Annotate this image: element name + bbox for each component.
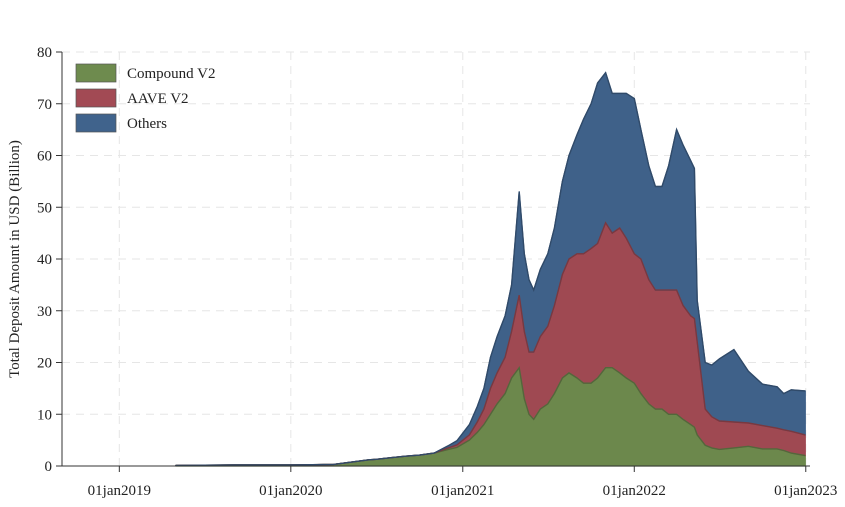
legend: Compound V2 AAVE V2 Others [75, 63, 215, 133]
legend-label: Compound V2 [127, 66, 215, 82]
area-outline [175, 71, 806, 467]
y-tick-label: 30 [37, 304, 52, 320]
legend-label: AAVE V2 [127, 91, 189, 107]
y-axis-title: Total Deposit Amount in USD (Billion) [7, 140, 23, 378]
x-tick-label: 01jan2021 [431, 483, 494, 499]
x-tick-label: 01jan2022 [603, 483, 666, 499]
y-tick-label: 70 [37, 97, 52, 113]
y-tick-label: 0 [45, 459, 53, 475]
y-tick-label: 20 [37, 356, 52, 372]
area-series-group [175, 71, 806, 467]
x-tick-label: 01jan2020 [259, 483, 322, 499]
legend-item: Others [75, 113, 167, 133]
legend-item: Compound V2 [75, 63, 215, 83]
legend-item: AAVE V2 [75, 88, 189, 108]
x-tick-label: 01jan2023 [774, 483, 837, 499]
axes: 0 10 20 30 40 50 60 70 80 01jan2019 01jan2020 01jan… [37, 45, 837, 499]
legend-swatch [75, 113, 117, 133]
legend-label: Others [127, 116, 167, 132]
y-tick-label: 60 [37, 149, 52, 165]
y-tick-label: 80 [37, 45, 52, 61]
legend-swatch [75, 88, 117, 108]
y-tick-label: 40 [37, 252, 52, 268]
y-tick-label: 10 [37, 407, 52, 423]
x-tick-label: 01jan2019 [88, 483, 151, 499]
legend-swatch [75, 63, 117, 83]
y-tick-label: 50 [37, 200, 52, 216]
